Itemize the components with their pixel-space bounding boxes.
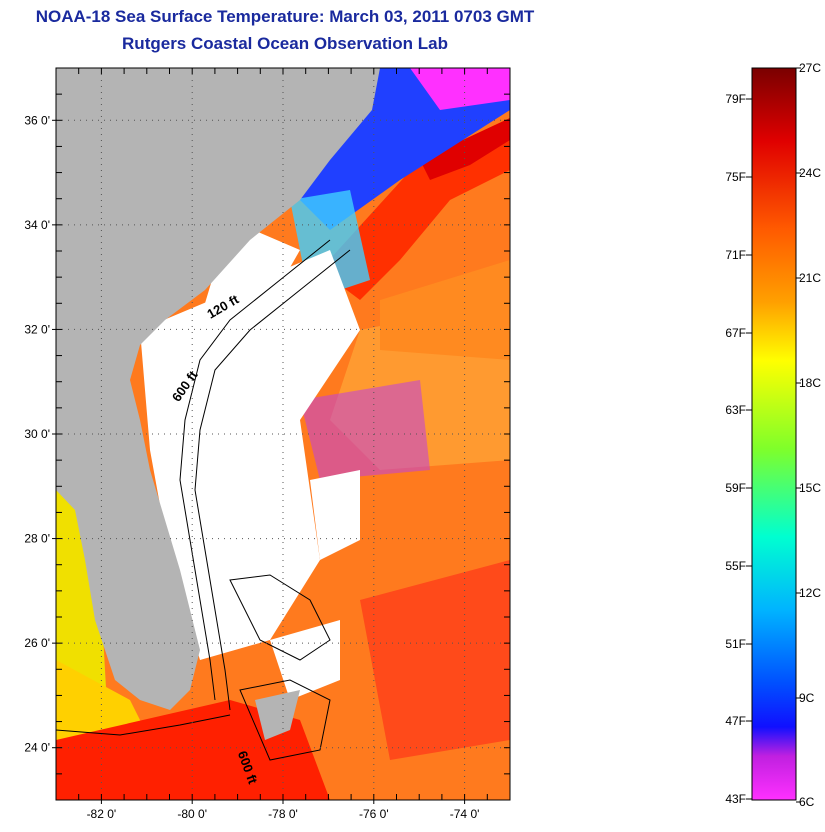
contour-600ft (194, 249, 351, 711)
fahrenheit-label: 43F (725, 792, 746, 806)
fahrenheit-label: 63F (725, 403, 746, 417)
lon-tick-label: -82 0' (87, 807, 117, 821)
colorbar-ticks: 79F 75F 71F 67F 63F 59F 55F 51F 47F 43F 27C 24C 21C 1… (725, 61, 821, 809)
axis-ticks: 36 0' 34 0' 32 0' 30 0' 28 0' 26 0' 24 0' -82 0… (24, 67, 511, 821)
bahamas-island (255, 690, 300, 740)
celsius-label: 15C (799, 481, 821, 495)
cloud-cover (140, 250, 360, 660)
cloud-patch (310, 470, 360, 560)
lon-tick-label: -76 0' (359, 807, 389, 821)
warm-region-east (360, 560, 510, 760)
contour-bahamas-south (239, 679, 331, 761)
fahrenheit-label: 75F (725, 170, 746, 184)
fahrenheit-label: 67F (725, 326, 746, 340)
fahrenheit-label: 59F (725, 481, 746, 495)
lat-tick-label: 24 0' (24, 741, 50, 755)
map-subtitle: Rutgers Coastal Ocean Observation Lab (122, 34, 448, 53)
celsius-label: 18C (799, 376, 821, 390)
celsius-label: 12C (799, 586, 821, 600)
contour-bahamas (229, 574, 331, 661)
mixed-region (300, 380, 430, 480)
cold-water (410, 68, 510, 110)
gulf-stream-core (420, 118, 510, 180)
colorbar (751, 67, 797, 801)
lat-tick-label: 34 0' (24, 218, 50, 232)
lon-tick-label: -80 0' (177, 807, 207, 821)
contour-120ft (179, 239, 331, 701)
warm-eddy (380, 260, 510, 360)
celsius-label: 27C (799, 61, 821, 75)
map-title: NOAA-18 Sea Surface Temperature: March 0… (35, 7, 535, 26)
fahrenheit-label: 47F (725, 714, 746, 728)
lat-tick-label: 36 0' (24, 113, 50, 127)
fahrenheit-label: 51F (725, 637, 746, 651)
lat-tick-label: 30 0' (24, 427, 50, 441)
fahrenheit-label: 71F (725, 248, 746, 262)
lon-tick-label: -78 0' (268, 807, 298, 821)
celsius-label: 24C (799, 166, 821, 180)
contour-keys (56, 714, 231, 736)
lat-tick-label: 28 0' (24, 532, 50, 546)
celsius-label: 9C (799, 691, 815, 705)
fahrenheit-label: 55F (725, 559, 746, 573)
land-mass (56, 68, 380, 710)
lat-lon-grid (56, 68, 510, 800)
lat-tick-label: 32 0' (24, 322, 50, 336)
lon-tick-label: -74 0' (450, 807, 480, 821)
celsius-label: 6C (799, 795, 815, 809)
fahrenheit-label: 79F (725, 92, 746, 106)
lat-tick-label: 26 0' (24, 636, 50, 650)
map-field (56, 68, 510, 800)
celsius-label: 21C (799, 271, 821, 285)
